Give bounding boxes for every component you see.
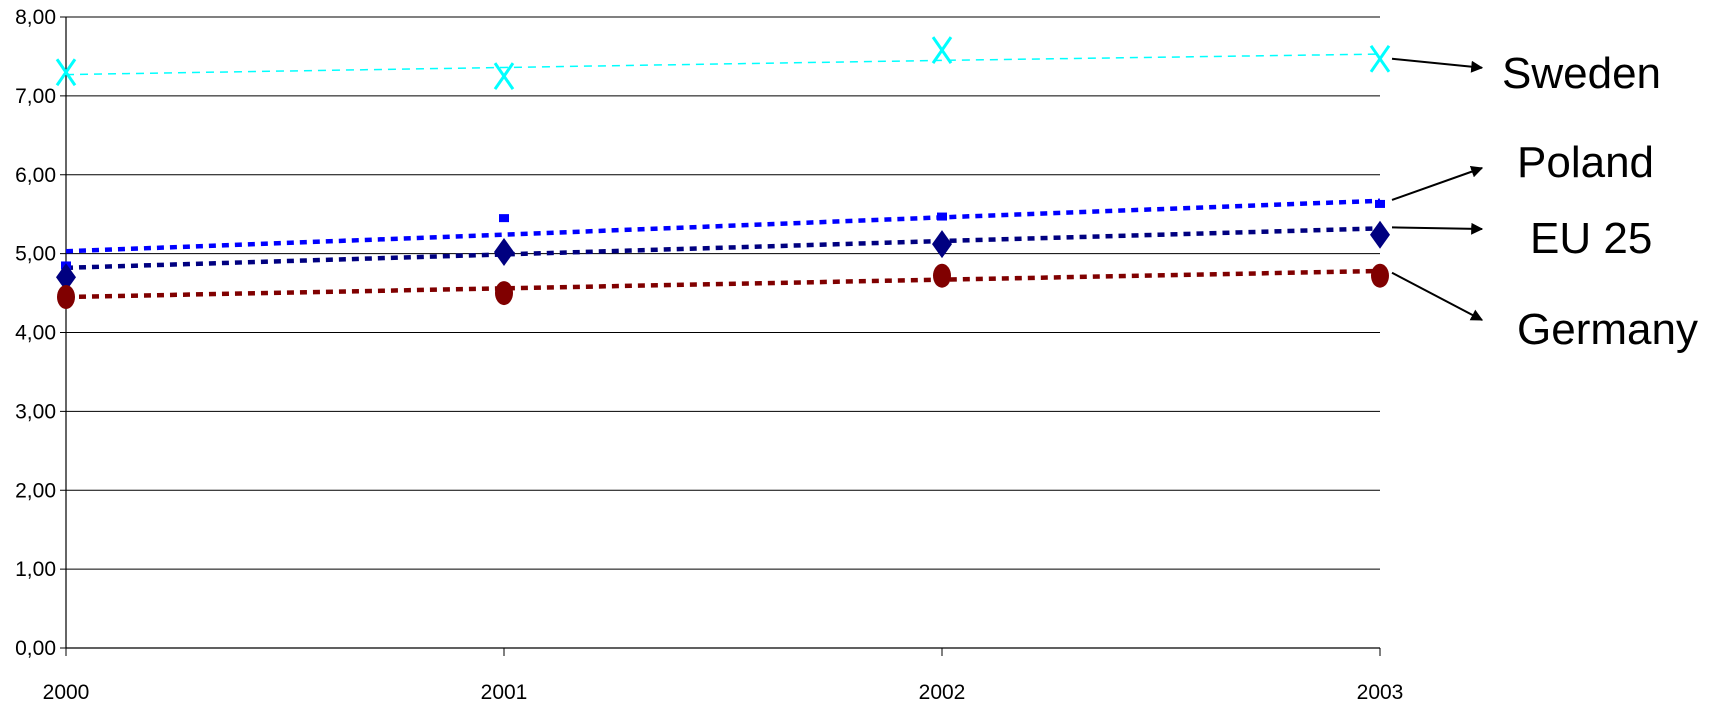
axes (60, 16, 1381, 656)
y-tick-label: 2,00 (15, 479, 56, 502)
marker-poland (499, 214, 509, 223)
marker-poland (1375, 199, 1385, 208)
trend-line-germany (65, 268, 1381, 300)
marker-poland (937, 212, 947, 221)
trend-lines (65, 53, 1381, 300)
x-tick-label: 2003 (1357, 681, 1404, 704)
marker-germany (495, 281, 513, 306)
x-tick-label: 2001 (481, 681, 528, 704)
marker-germany (933, 263, 951, 288)
y-tick-label: 5,00 (15, 243, 56, 266)
y-tick-label: 7,00 (15, 85, 56, 108)
gridlines (66, 16, 1380, 570)
series-label-germany: Germany (1517, 305, 1698, 354)
marker-sweden (1369, 44, 1391, 73)
x-tick-label: 2002 (919, 681, 966, 704)
x-tick-labels: 2000 2001 2002 2003 (43, 681, 1404, 704)
marker-germany (57, 285, 75, 310)
trend-line-eu-25 (65, 226, 1381, 271)
y-tick-label: 8,00 (15, 6, 56, 29)
callout-arrow-eu-25 (1391, 222, 1484, 235)
data-markers (55, 36, 1391, 310)
y-tick-labels: 0,00 1,00 2,00 3,00 4,00 5,00 6,00 7,00 8,00 (15, 6, 56, 660)
callout-arrow-sweden (1391, 57, 1484, 73)
trend-line-poland (65, 198, 1381, 254)
series-label-eu-25: EU 25 (1530, 214, 1652, 263)
y-tick-label: 1,00 (15, 558, 56, 581)
y-tick-label: 4,00 (15, 322, 56, 345)
marker-sweden (931, 36, 953, 64)
marker-sweden (55, 58, 77, 87)
series-label-poland: Poland (1517, 138, 1654, 187)
marker-eu-25 (56, 263, 76, 292)
x-tick-label: 2000 (43, 681, 90, 704)
y-tick-label: 0,00 (15, 637, 56, 660)
marker-germany (1371, 263, 1389, 288)
trend-line-sweden (65, 53, 1381, 76)
callout-arrow-poland (1391, 165, 1484, 201)
y-tick-label: 3,00 (15, 400, 56, 423)
series-callouts: Sweden Poland EU 25 Germany (1391, 49, 1698, 354)
marker-sweden (493, 62, 515, 91)
marker-eu-25 (932, 230, 952, 259)
series-label-sweden: Sweden (1502, 49, 1661, 98)
y-tick-label: 6,00 (15, 164, 56, 187)
callout-arrow-germany (1391, 271, 1484, 321)
marker-eu-25 (494, 238, 514, 267)
marker-eu-25 (1370, 220, 1390, 249)
